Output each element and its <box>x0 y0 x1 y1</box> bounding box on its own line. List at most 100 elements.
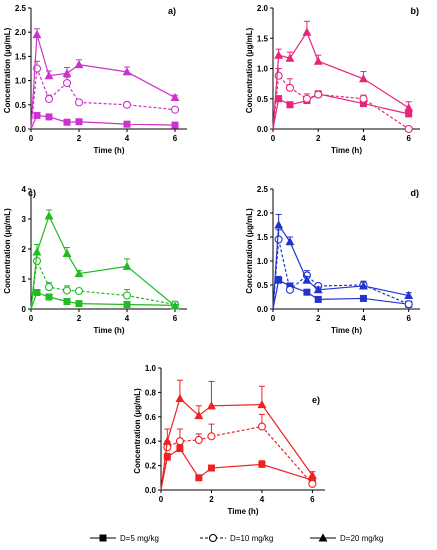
data-point <box>207 401 216 410</box>
data-point <box>359 281 368 290</box>
y-tick-label: 2.5 <box>15 4 27 13</box>
data-point <box>33 289 41 296</box>
data-point <box>302 27 312 36</box>
data-point <box>302 94 311 103</box>
x-tick-label: 6 <box>173 134 178 143</box>
legend-marker <box>318 533 328 542</box>
data-point <box>404 124 413 134</box>
chart-panel: 0 1 2 3 4 0 2 4 6 Time (h) Concentration (µg/mL) c) <box>3 185 187 335</box>
y-tick-label: 0.8 <box>145 388 157 397</box>
y-tick-label: 2.5 <box>257 185 269 194</box>
series <box>272 213 414 310</box>
chart-panel: 0.0 0.5 1.0 1.5 2.0 0 2 4 6 Time (h) Concentration… <box>245 4 420 155</box>
legend-label: D=10 mg/kg <box>230 534 273 543</box>
x-tick-label: 0 <box>29 314 34 323</box>
x-tick-label: 2 <box>209 495 214 504</box>
data-point <box>45 293 53 301</box>
series-line <box>30 258 176 310</box>
data-point <box>122 261 132 270</box>
series <box>160 413 317 491</box>
data-point <box>285 83 295 92</box>
data-point <box>274 220 284 229</box>
data-point <box>404 300 413 309</box>
series-line <box>160 425 313 491</box>
x-tick-label: 6 <box>310 495 315 504</box>
legend-item: D=5 mg/kg <box>90 534 159 543</box>
data-point <box>33 111 41 119</box>
y-tick-label: 0.4 <box>145 437 157 446</box>
x-tick-label: 2 <box>316 134 321 143</box>
x-tick-label: 4 <box>260 495 265 504</box>
data-point <box>170 301 180 310</box>
x-tick-label: 6 <box>406 134 411 143</box>
chart-panels: 0.0 0.5 1.0 1.5 2.0 2.5 0 2 4 6 Time (h) Concentrat… <box>3 4 420 516</box>
x-axis-title: Time (h) <box>94 326 125 335</box>
data-point <box>314 295 322 303</box>
x-tick-label: 2 <box>77 314 82 323</box>
panel-label: e) <box>312 395 320 405</box>
series-line <box>160 447 313 491</box>
series <box>30 209 180 310</box>
legend-item: D=10 mg/kg <box>200 533 273 543</box>
data-point <box>44 283 54 292</box>
y-axis-title: Concentration (µg/mL) <box>245 27 254 113</box>
y-tick-label: 1.0 <box>145 364 157 373</box>
legend-label: D=5 mg/kg <box>120 534 159 543</box>
data-point <box>359 74 368 83</box>
data-point <box>74 286 84 296</box>
panel-label: c) <box>28 188 36 198</box>
chart-panel: 0.0 0.5 1.0 1.5 2.0 2.5 0 2 4 6 Time (h) Concentrat… <box>3 4 187 155</box>
x-tick-label: 4 <box>361 314 366 323</box>
data-point <box>62 68 72 77</box>
legend: D=5 mg/kg D=10 mg/kg D=20 mg/kg <box>90 533 383 543</box>
data-point <box>285 285 295 294</box>
data-point <box>285 237 295 246</box>
data-point <box>74 59 84 69</box>
x-tick-label: 6 <box>406 314 411 323</box>
data-point <box>123 301 131 308</box>
data-point <box>63 298 71 305</box>
y-tick-label: 1.5 <box>15 52 27 61</box>
data-point <box>286 101 294 109</box>
x-tick-label: 2 <box>316 314 321 323</box>
data-point <box>404 290 414 300</box>
x-axis-title: Time (h) <box>331 326 362 335</box>
y-tick-label: 0.2 <box>145 462 157 471</box>
data-point <box>74 98 84 107</box>
data-point <box>62 248 72 257</box>
y-tick-label: 3 <box>22 215 27 224</box>
series-line <box>272 30 410 130</box>
data-point <box>122 100 132 109</box>
legend-marker <box>208 533 218 543</box>
y-axis-title: Concentration (µg/mL) <box>245 208 254 294</box>
y-tick-label: 0.5 <box>257 95 269 104</box>
data-point <box>359 94 368 103</box>
data-point <box>62 286 72 295</box>
data-point <box>274 71 283 80</box>
data-point <box>194 410 204 420</box>
y-tick-label: 0.0 <box>257 305 269 314</box>
series <box>30 60 180 130</box>
chart-panel: 0.0 0.5 1.0 1.5 2.0 2.5 0 2 4 6 Time (h) Concentrat… <box>245 185 420 335</box>
series <box>160 379 317 491</box>
data-point <box>207 432 216 441</box>
y-tick-label: 4 <box>22 185 27 194</box>
series <box>30 289 179 310</box>
data-point <box>285 53 295 62</box>
data-point <box>313 285 323 294</box>
legend-item: D=20 mg/kg <box>310 533 383 543</box>
data-point <box>274 50 284 59</box>
data-point <box>63 118 71 126</box>
data-point <box>314 90 323 99</box>
y-axis-title: Concentration (µg/mL) <box>3 27 12 113</box>
data-point <box>257 399 267 409</box>
y-tick-label: 0.5 <box>257 281 269 290</box>
y-tick-label: 0 <box>22 305 27 314</box>
data-point <box>308 479 317 488</box>
data-point <box>175 437 184 446</box>
data-point <box>274 235 283 244</box>
y-tick-label: 2.0 <box>257 209 269 218</box>
data-point <box>44 94 54 104</box>
data-point <box>171 121 179 129</box>
